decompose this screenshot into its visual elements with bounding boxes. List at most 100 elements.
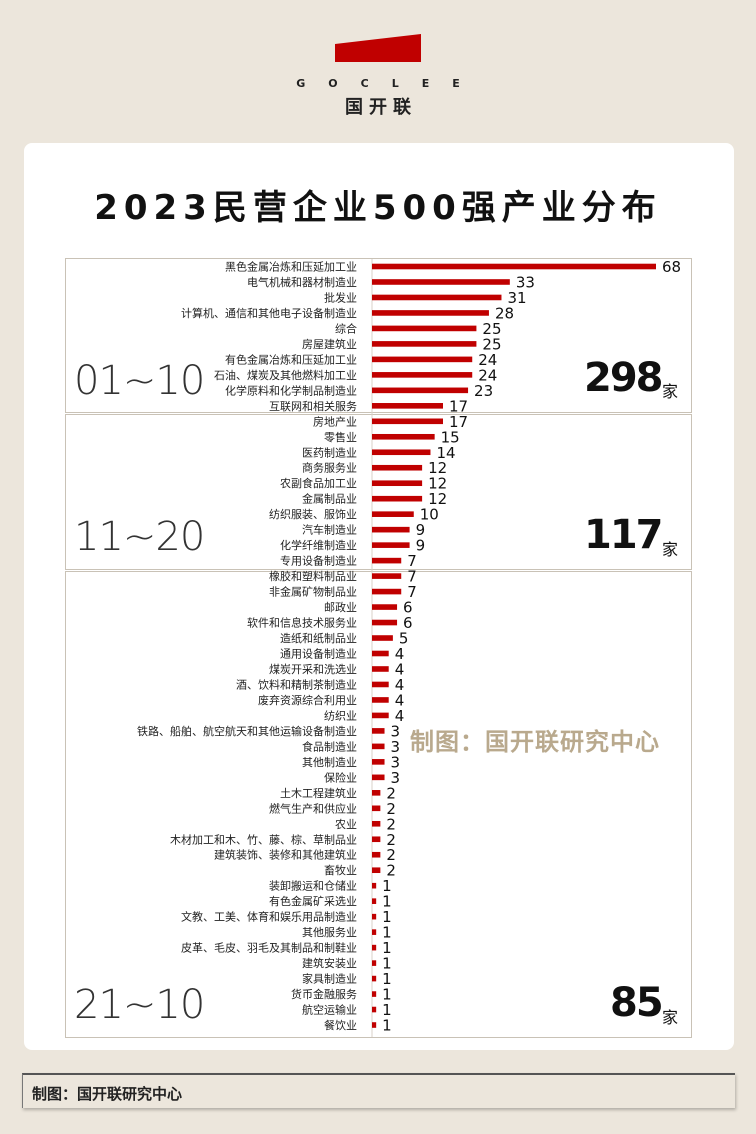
category-label: 汽车制造业 [302,523,357,537]
value-label: 12 [428,475,447,493]
bar [372,898,377,904]
value-label: 1 [382,939,392,957]
chart-title: 2023民营企业500强产业分布 [94,188,662,228]
value-label: 1 [382,1017,392,1035]
brand-name-cn: 国开联 [345,97,417,118]
bar [372,805,381,812]
value-label: 10 [420,506,439,524]
watermark: 制图：国开联研究中心 [410,728,660,756]
category-label: 木材加工和木、竹、藤、棕、草制品业 [170,832,357,846]
value-label: 17 [449,397,468,415]
value-label: 25 [482,320,501,338]
category-label: 酒、饮料和精制茶制造业 [236,677,357,691]
category-label: 货币金融服务 [291,987,357,1001]
category-label: 批发业 [324,290,357,304]
group-unit-2: 家 [662,540,679,559]
bar [372,403,443,409]
category-label: 有色金属冶炼和压延加工业 [225,352,357,366]
category-label: 房屋建筑业 [302,337,357,351]
bar [372,418,443,425]
bar [372,836,381,843]
category-label: 化学纤维制造业 [280,538,357,552]
group-total-1: 298 [584,355,663,401]
value-label: 4 [395,707,405,725]
category-label: 皮革、毛皮、羽毛及其制品和制鞋业 [181,941,357,955]
bar [372,712,389,719]
category-label: 废弃资源综合利用业 [258,693,357,707]
value-label: 1 [382,893,392,911]
bar [372,356,473,363]
group-panel-2 [65,414,692,570]
category-label: 煤炭开采和洗选业 [269,663,357,676]
bar [372,929,377,935]
bar [372,372,473,378]
value-label: 7 [407,583,417,601]
value-label: 7 [407,568,417,586]
value-label: 33 [516,273,535,291]
category-label: 医药制造业 [302,445,357,459]
category-label: 农副食品加工业 [280,476,357,490]
value-label: 9 [416,521,426,539]
bar [372,573,402,579]
category-label: 餐饮业 [324,1018,357,1032]
brand-logo-shape [335,34,421,62]
value-label: 2 [386,800,396,818]
brand-logo-mark [335,34,421,62]
bar [372,743,385,750]
value-label: 31 [507,289,526,307]
category-label: 其他制造业 [302,755,357,769]
value-label: 4 [395,691,405,709]
value-label: 25 [482,335,501,353]
category-label: 商务服务业 [302,461,357,475]
category-label: 软件和信息技术服务业 [247,616,357,630]
bar [372,294,502,301]
value-label: 15 [441,428,460,446]
value-label: 6 [403,599,413,617]
bar [372,820,381,827]
value-label: 12 [428,459,447,477]
bar [372,588,402,595]
bar [372,263,656,270]
group-panel-1 [65,258,692,413]
value-label: 7 [407,552,417,570]
category-label: 保险业 [324,770,357,784]
footer-bar [22,1073,735,1108]
bar [372,960,377,966]
value-label: 1 [382,986,392,1004]
brand-name-en: GOCLEE [296,77,483,90]
bar [372,635,393,641]
category-label: 航空运输业 [302,1003,357,1017]
bar [372,774,385,781]
bar [372,666,389,672]
bar [372,526,410,533]
value-label: 24 [478,351,497,369]
value-label: 24 [478,366,497,384]
category-label: 有色金属矿采选业 [269,894,357,908]
category-label: 零售业 [324,430,357,444]
bar [372,867,381,874]
value-label: 28 [495,304,514,322]
value-label: 68 [662,258,681,276]
category-label: 综合 [335,321,357,335]
category-label: 燃气生产和供应业 [269,801,357,815]
value-label: 1 [382,955,392,973]
category-label: 土木工程建筑业 [280,786,357,800]
bar [372,650,389,657]
category-label: 电气机械和器材制造业 [247,275,357,289]
category-label: 装卸搬运和仓储业 [269,879,357,893]
bar [372,882,377,889]
value-label: 3 [391,769,401,787]
category-label: 铁路、船舶、航空航天和其他运输设备制造业 [137,724,357,738]
value-label: 9 [416,537,426,555]
value-label: 1 [382,908,392,926]
value-label: 1 [382,970,392,988]
bar [372,464,423,471]
group-rank-2: 11~20 [74,514,205,560]
footer-credit: 制图：国开联研究中心 [32,1085,183,1103]
category-label: 非金属矿物制品业 [269,585,357,599]
category-label: 房地产业 [313,414,357,428]
category-label: 造纸和纸制品业 [280,631,357,645]
value-label: 2 [386,846,396,864]
bar [372,913,377,920]
bar [372,991,377,997]
